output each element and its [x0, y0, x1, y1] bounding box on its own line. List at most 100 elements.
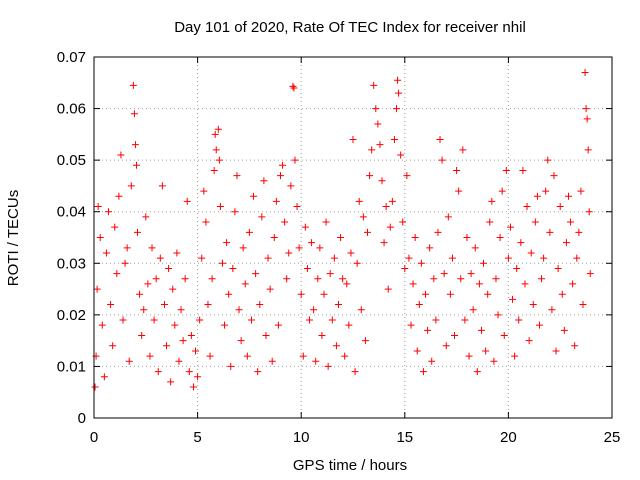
data-point [134, 228, 142, 236]
data-point [266, 285, 274, 293]
data-point [290, 84, 298, 92]
data-point [150, 316, 158, 324]
data-point [146, 352, 154, 360]
data-point [364, 228, 372, 236]
data-point [353, 259, 361, 267]
data-point [436, 136, 444, 144]
data-point [586, 270, 594, 278]
data-point [334, 301, 342, 309]
data-point [548, 306, 556, 314]
data-point [347, 249, 355, 257]
data-point [204, 301, 212, 309]
data-point [562, 239, 570, 247]
data-point [326, 270, 334, 278]
data-point [498, 187, 506, 195]
data-point [324, 362, 332, 370]
data-point [372, 105, 380, 113]
data-point [411, 234, 419, 241]
data-point [542, 187, 550, 195]
data-point [446, 290, 454, 298]
data-point [169, 285, 177, 293]
data-point [448, 254, 456, 262]
data-point [270, 234, 278, 241]
data-point [241, 280, 249, 288]
data-point [571, 342, 579, 350]
y-tick-label: 0.06 [57, 101, 86, 118]
data-point [480, 259, 488, 267]
data-point [349, 136, 357, 144]
y-tick-label: 0.05 [57, 152, 86, 169]
data-point [303, 264, 311, 272]
data-point [492, 275, 500, 283]
data-point [583, 115, 591, 123]
chart-title: Day 101 of 2020, Rate Of TEC Index for r… [174, 19, 526, 36]
data-point [399, 218, 407, 226]
data-point [140, 306, 148, 314]
data-point [163, 342, 171, 350]
data-point [252, 270, 260, 278]
data-point [401, 264, 409, 272]
data-point [173, 249, 181, 257]
x-axis-label: GPS time / hours [293, 457, 407, 474]
x-tick-label: 15 [396, 429, 413, 446]
data-point [109, 342, 117, 350]
data-point [370, 81, 378, 89]
data-point [165, 264, 173, 272]
data-point [560, 326, 568, 334]
data-point [328, 316, 336, 324]
data-point [211, 130, 219, 138]
data-point [258, 213, 266, 221]
data-point [366, 172, 374, 180]
data-point [345, 321, 353, 329]
data-point [426, 244, 434, 252]
data-point [469, 306, 477, 314]
data-point [380, 239, 388, 247]
y-tick-label: 0.04 [57, 204, 86, 221]
data-point [339, 275, 347, 283]
data-point [299, 352, 307, 360]
y-tick-label: 0.02 [57, 307, 86, 324]
data-point [218, 259, 226, 267]
data-point [451, 331, 459, 339]
data-point [384, 285, 392, 293]
data-point [276, 172, 284, 180]
data-point [129, 81, 137, 89]
data-point [403, 172, 411, 180]
data-point [175, 357, 183, 365]
data-point [91, 383, 99, 391]
y-tick-label: 0 [78, 410, 86, 427]
data-point [461, 316, 469, 324]
data-point [243, 352, 251, 360]
data-point [194, 373, 202, 381]
data-point [558, 290, 566, 298]
x-tick-label: 20 [500, 429, 517, 446]
data-point [167, 378, 175, 386]
data-point [465, 352, 473, 360]
data-point [550, 172, 558, 180]
data-point [582, 105, 590, 113]
data-point [527, 249, 535, 257]
data-point [154, 368, 162, 376]
data-point [577, 187, 585, 195]
data-point [361, 337, 369, 345]
data-point [525, 337, 533, 345]
data-point [142, 213, 150, 221]
data-point [496, 234, 504, 241]
data-point [130, 110, 138, 118]
data-point [152, 275, 160, 283]
data-point [438, 156, 446, 164]
data-point [531, 218, 539, 226]
data-point [407, 321, 415, 329]
data-point [374, 120, 382, 128]
data-point [216, 203, 224, 211]
data-point [322, 218, 330, 226]
data-point [440, 270, 448, 278]
data-point [231, 208, 239, 216]
data-point [131, 141, 139, 149]
data-point [158, 182, 166, 190]
data-point [388, 197, 396, 205]
data-point [455, 187, 463, 195]
x-tick-label: 5 [193, 429, 201, 446]
data-point [171, 321, 179, 329]
